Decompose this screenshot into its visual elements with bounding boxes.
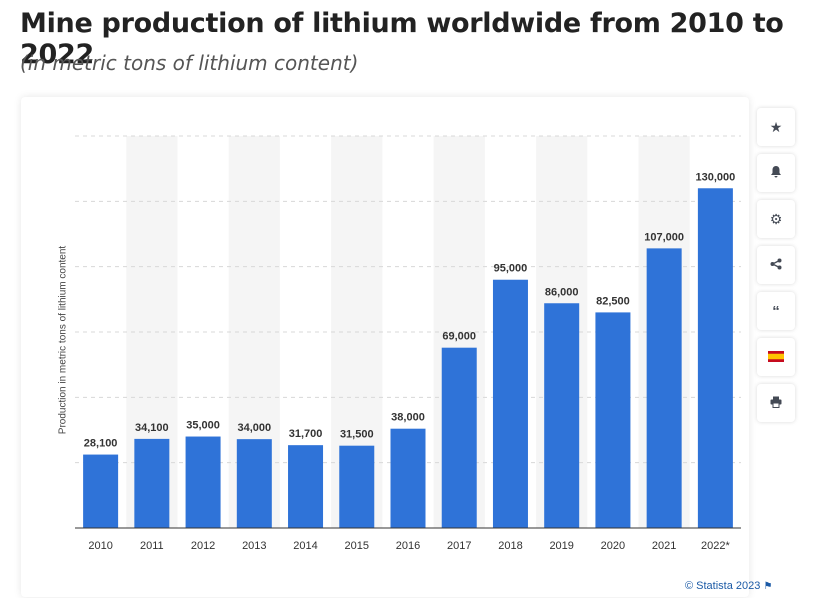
share-button[interactable] (757, 246, 795, 284)
value-label: 34,100 (135, 422, 169, 434)
value-label: 86,000 (545, 286, 579, 298)
x-tick-label: 2019 (549, 540, 573, 552)
bar-2019 (544, 303, 580, 528)
print-button[interactable] (757, 384, 795, 422)
value-label: 69,000 (442, 331, 476, 343)
x-tick-label: 2021 (652, 540, 676, 552)
cite-button[interactable]: “ (757, 292, 795, 330)
bar-2022* (697, 188, 733, 528)
value-label: 31,500 (340, 429, 374, 441)
x-tick-label: 2022* (701, 540, 730, 552)
x-tick-label: 2020 (601, 540, 625, 552)
bar-2010 (83, 454, 119, 528)
value-label: 34,000 (237, 422, 271, 434)
share-icon (770, 257, 782, 273)
value-label: 82,500 (596, 295, 630, 307)
bar-2016 (390, 428, 426, 528)
bar-2021 (646, 248, 682, 528)
x-tick-label: 2011 (140, 540, 164, 552)
x-tick-label: 2014 (293, 540, 317, 552)
x-tick-label: 2015 (345, 540, 369, 552)
value-label: 130,000 (696, 171, 736, 183)
page-title: Mine production of lithium worldwide fro… (20, 8, 784, 70)
bar-2014 (288, 445, 324, 528)
notification-button[interactable] (757, 154, 795, 192)
statista-credit[interactable]: © Statista 2023 ⚑ (685, 580, 772, 592)
value-label: 35,000 (186, 420, 220, 432)
gear-icon: ⚙ (769, 210, 783, 227)
value-label: 31,700 (289, 428, 323, 440)
bar-2015 (339, 445, 375, 528)
bar-2012 (185, 436, 221, 528)
bell-icon (770, 165, 782, 181)
bar-2017 (441, 347, 477, 528)
value-label: 38,000 (391, 412, 425, 424)
bar-2018 (492, 279, 528, 528)
bar-2013 (236, 439, 272, 528)
quote-icon: “ (772, 302, 780, 320)
settings-button[interactable]: ⚙ (757, 200, 795, 238)
x-tick-label: 2016 (396, 540, 420, 552)
language-button[interactable] (757, 338, 795, 376)
language-flag-icon (768, 349, 784, 365)
value-label: 107,000 (644, 231, 684, 243)
x-tick-label: 2017 (447, 540, 471, 552)
x-tick-label: 2013 (242, 540, 266, 552)
report-flag-icon: ⚑ (763, 581, 773, 592)
y-axis-label: Production in metric tons of lithium con… (57, 245, 69, 435)
value-label: 95,000 (494, 263, 528, 275)
bar-2020 (595, 312, 631, 528)
chart-toolbar: ★ ⚙ “ (757, 108, 795, 422)
x-tick-label: 2018 (498, 540, 522, 552)
star-icon: ★ (769, 118, 783, 135)
page-subtitle: (in metric tons of lithium content) (20, 51, 359, 75)
x-tick-label: 2010 (88, 540, 112, 552)
x-tick-label: 2012 (191, 540, 215, 552)
credit-text: © Statista 2023 (685, 580, 761, 592)
bar-2011 (134, 438, 170, 528)
favorite-button[interactable]: ★ (757, 108, 795, 146)
print-icon (770, 395, 782, 411)
value-label: 28,100 (84, 438, 118, 450)
